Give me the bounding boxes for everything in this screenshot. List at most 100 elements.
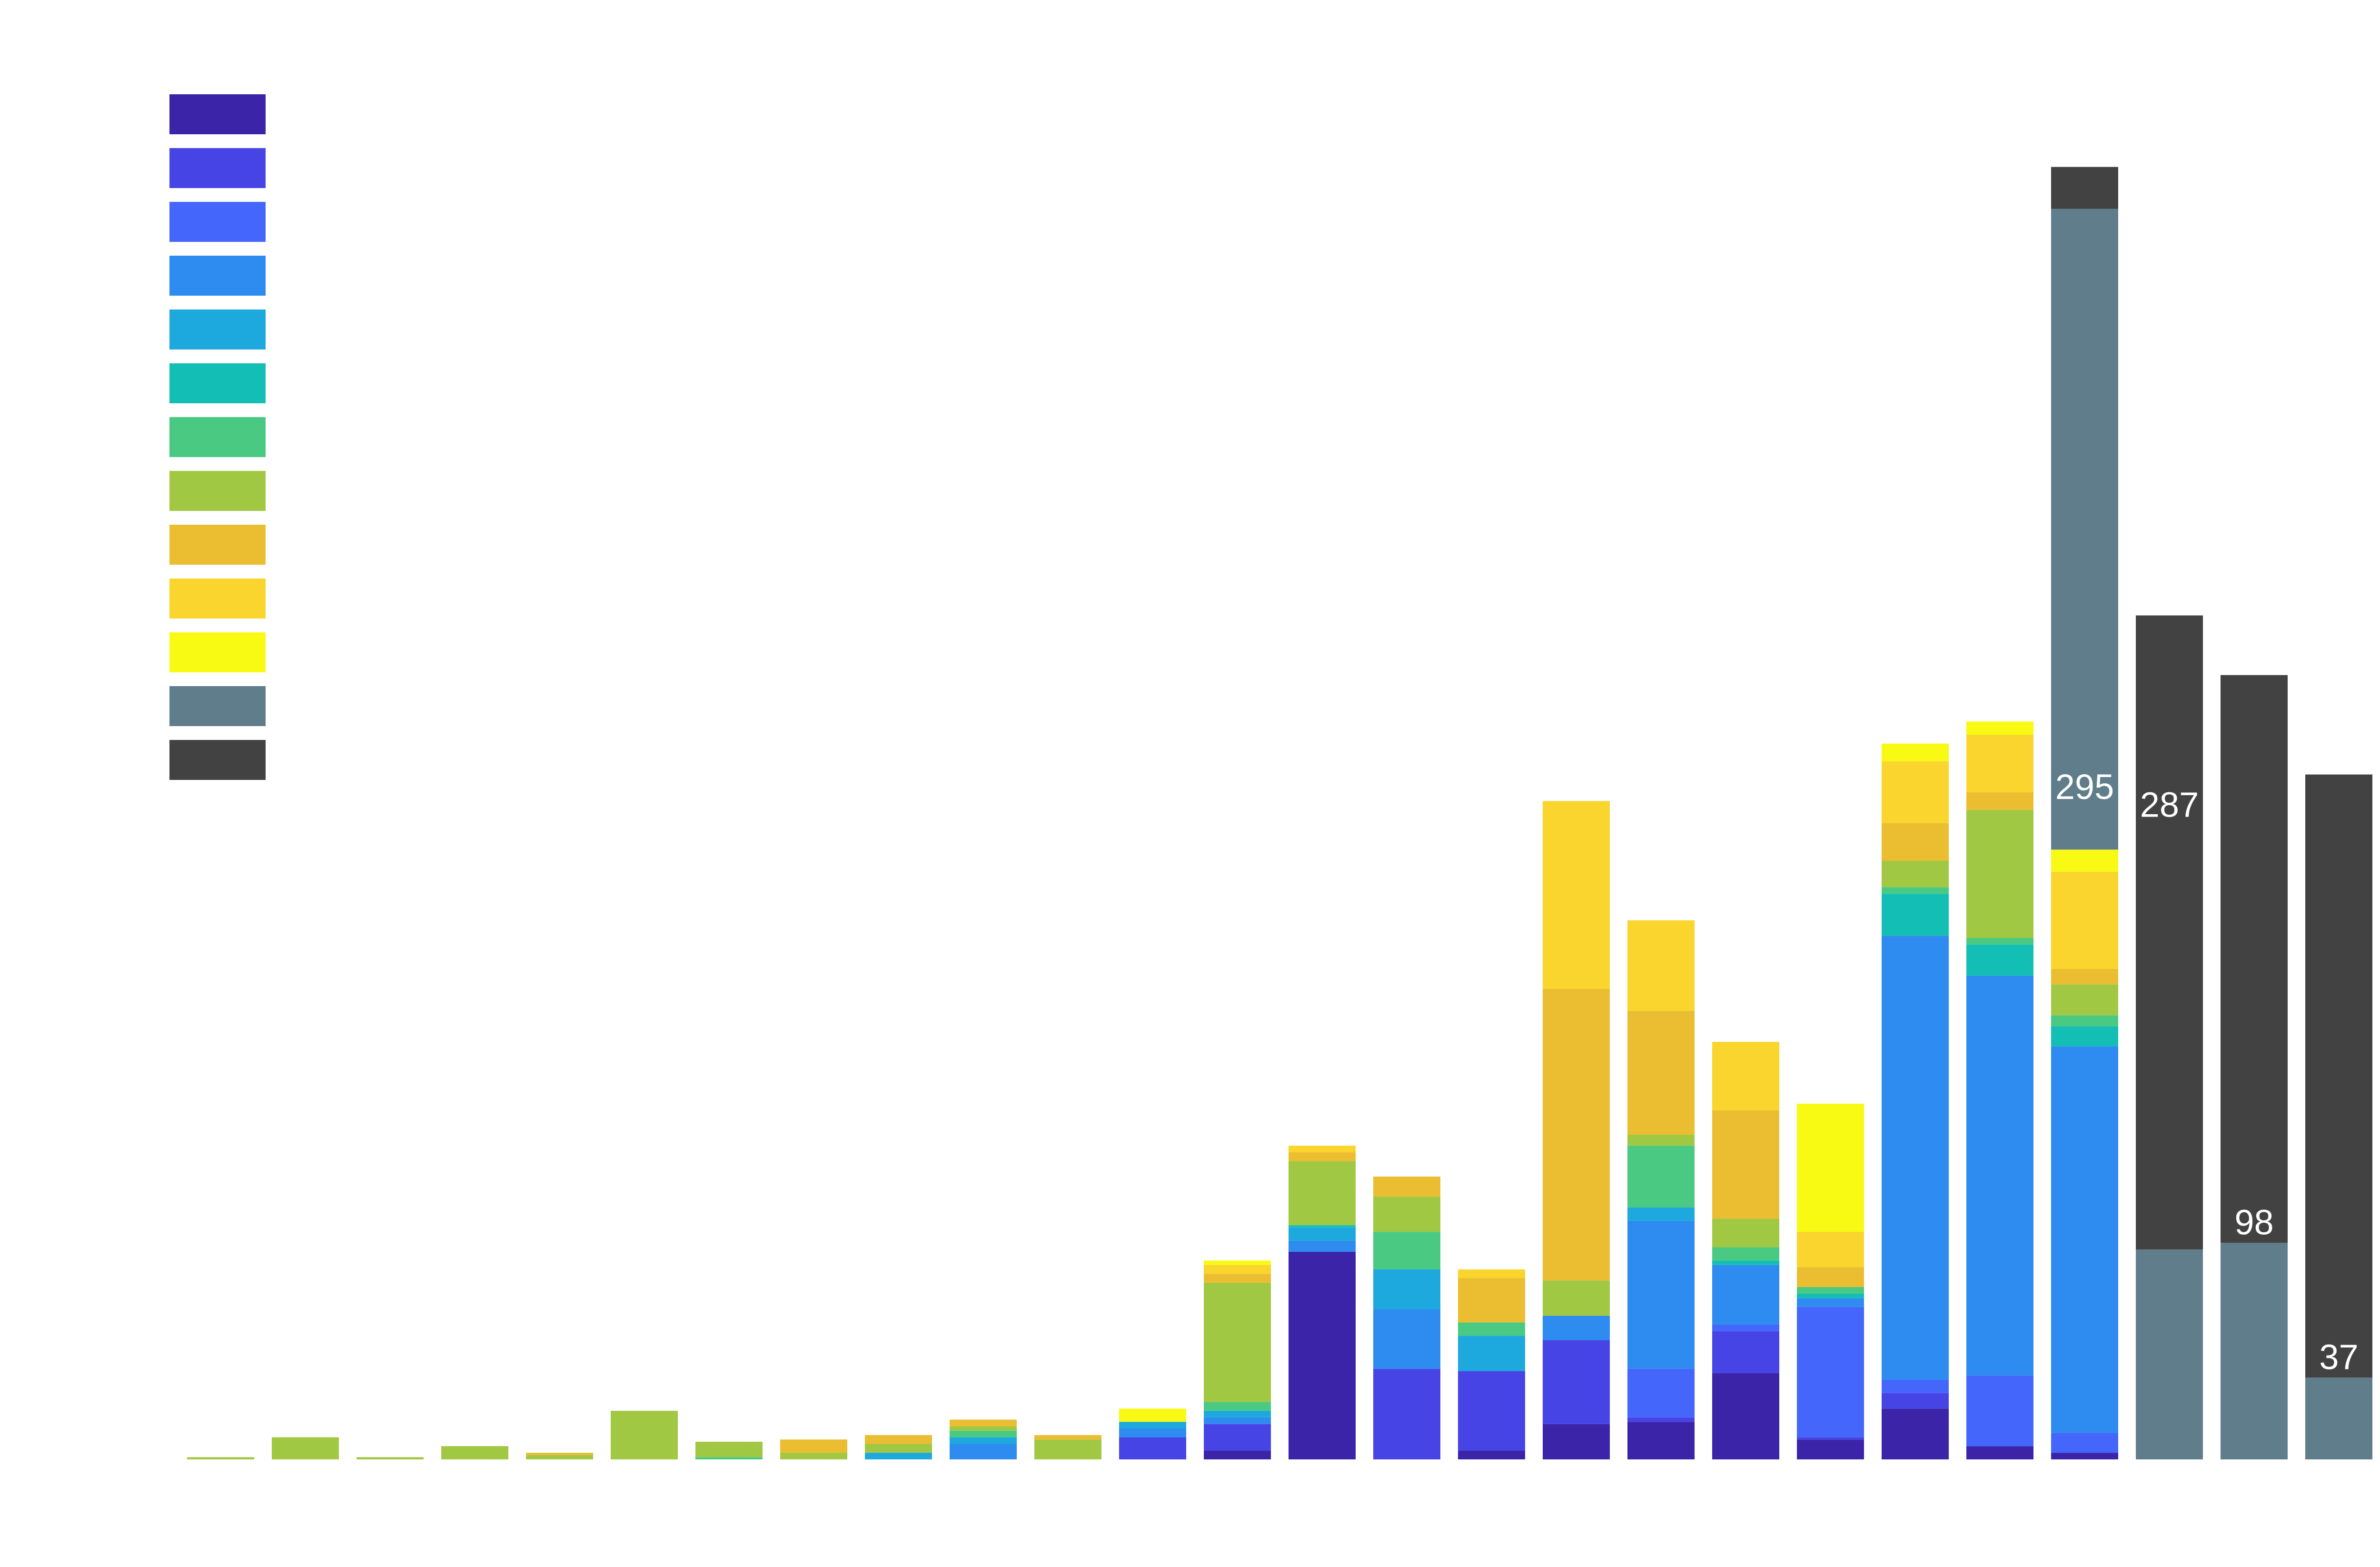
bar-segment xyxy=(1627,1146,1695,1208)
bar-segment xyxy=(2136,615,2203,1250)
bar-segment xyxy=(1289,1240,1356,1252)
bar-segment xyxy=(1712,1110,1779,1219)
bar-segment xyxy=(1882,743,1949,761)
legend-swatch xyxy=(169,525,266,565)
legend-swatch xyxy=(169,202,266,242)
bar-segment xyxy=(865,1453,932,1459)
bar-segment xyxy=(2051,1453,2118,1459)
bar-segment xyxy=(1627,1134,1695,1146)
bar-segment xyxy=(1882,894,1949,936)
bar-segment xyxy=(1543,801,1610,989)
bar-segment xyxy=(1204,1450,1271,1459)
bar-segment xyxy=(1119,1428,1186,1437)
bar-segment xyxy=(1543,1340,1610,1424)
bar-segment xyxy=(1627,1368,1695,1417)
bar-segment xyxy=(1966,721,2033,735)
legend-swatch xyxy=(169,363,266,403)
bar-segment xyxy=(1712,1260,1779,1265)
legend-swatch xyxy=(169,94,266,134)
bar-segment xyxy=(1034,1435,1101,1440)
bar-segment xyxy=(1204,1402,1271,1411)
bar-segment xyxy=(526,1455,593,1459)
bar-segment xyxy=(950,1426,1017,1431)
bar-segment xyxy=(1882,823,1949,861)
bar-segment xyxy=(1627,1422,1695,1459)
bar-segment xyxy=(1458,1371,1525,1451)
bar-segment xyxy=(2221,675,2288,1243)
bar-segment xyxy=(1882,887,1949,894)
bar-segment xyxy=(1119,1422,1186,1429)
bar-segment xyxy=(1289,1251,1356,1459)
bar-segment xyxy=(1627,1208,1695,1221)
bar-segment xyxy=(1797,1267,1864,1288)
bar-segment xyxy=(1458,1322,1525,1336)
bar-segment xyxy=(1373,1309,1440,1369)
bar-segment xyxy=(1797,1294,1864,1298)
bar-segment xyxy=(2051,849,2118,872)
bar-segment xyxy=(272,1437,339,1459)
bar-segment xyxy=(2051,209,2118,850)
bar-segment xyxy=(1627,1220,1695,1369)
bar-segment xyxy=(1966,792,2033,810)
bar-segment xyxy=(1797,1307,1864,1437)
bar-segment xyxy=(441,1446,508,1459)
bar-segment xyxy=(1882,860,1949,888)
bar-segment xyxy=(2221,1243,2288,1459)
bar-segment xyxy=(865,1444,932,1453)
bar-segment xyxy=(1204,1282,1271,1402)
legend-swatch xyxy=(169,256,266,296)
bar-segment xyxy=(1966,809,2033,938)
bar-segment xyxy=(2051,1015,2118,1027)
bar-segment xyxy=(1966,1375,2033,1447)
bar-segment xyxy=(1204,1424,1271,1451)
bar-segment xyxy=(1458,1278,1525,1323)
bar-segment xyxy=(1543,1316,1610,1340)
bar-segment xyxy=(1204,1274,1271,1283)
bar-segment xyxy=(1797,1439,1864,1459)
bar-segment xyxy=(1458,1450,1525,1459)
bar-segment xyxy=(611,1410,678,1459)
legend-swatch xyxy=(169,309,266,349)
bar-segment xyxy=(2305,774,2372,1378)
bar-segment xyxy=(950,1419,1017,1427)
bar-segment xyxy=(950,1437,1017,1444)
bar-segment xyxy=(1204,1265,1271,1274)
bar-segment xyxy=(1289,1146,1356,1153)
bar-segment xyxy=(1966,1446,2033,1459)
bar-segment xyxy=(1204,1410,1271,1417)
data-label: 295 xyxy=(2055,767,2114,807)
bar-segment xyxy=(526,1453,593,1455)
bar-segment xyxy=(950,1430,1017,1437)
bar-segment xyxy=(1119,1408,1186,1422)
bar-segment xyxy=(780,1439,847,1453)
bar-segment xyxy=(1458,1269,1525,1278)
bar-segment xyxy=(1543,1280,1610,1316)
legend-swatch xyxy=(169,686,266,726)
legend-swatch xyxy=(169,632,266,672)
bar-segment xyxy=(1543,988,1610,1281)
bar-segment xyxy=(2051,1026,2118,1047)
bar-segment xyxy=(1204,1417,1271,1424)
bar-segment xyxy=(1712,1042,1779,1110)
bar-segment xyxy=(1289,1161,1356,1226)
bar-segment xyxy=(1712,1373,1779,1459)
bar-segment xyxy=(1797,1298,1864,1307)
bar-segment xyxy=(1797,1103,1864,1232)
bar-segment xyxy=(1966,975,2033,1376)
bar-segment xyxy=(1627,920,1695,1011)
bar-segment xyxy=(1712,1247,1779,1261)
bar-segment xyxy=(950,1444,1017,1459)
bar-segment xyxy=(2305,1377,2372,1459)
bar-segment xyxy=(1712,1331,1779,1374)
bar-segment xyxy=(1289,1152,1356,1161)
data-label: 98 xyxy=(2234,1202,2273,1242)
bar-segment xyxy=(780,1453,847,1459)
bar-segment xyxy=(1373,1196,1440,1232)
bar-segment xyxy=(2051,1433,2118,1453)
bar-segment xyxy=(2136,1249,2203,1459)
data-label: 37 xyxy=(2319,1337,2358,1377)
bar-segment xyxy=(1712,1218,1779,1248)
bar-segment xyxy=(865,1435,932,1444)
bar-segment xyxy=(357,1457,424,1459)
